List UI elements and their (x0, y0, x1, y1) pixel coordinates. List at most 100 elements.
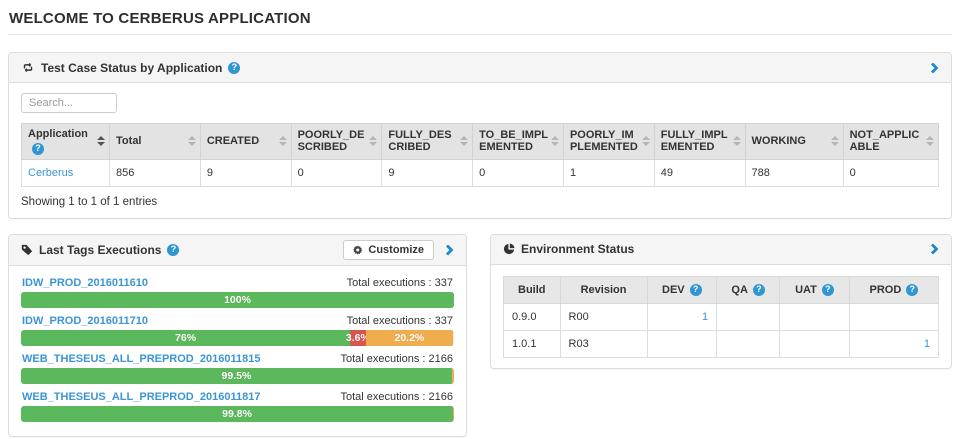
progress-segment-ok[interactable]: 99.5% (21, 367, 452, 384)
environment-status-title: Environment Status (521, 242, 635, 256)
customize-button[interactable]: Customize (343, 239, 434, 260)
column-header-poorly-implemented[interactable]: POORLY_IMPLEMENTED (562, 123, 655, 160)
progress-segment-warning[interactable] (453, 405, 454, 422)
uat-count-cell (779, 302, 850, 331)
tag-progress-bar: 76% 3.6% 20.2% (21, 329, 454, 346)
column-header-fully-described[interactable]: FULLY_DESCRIBED (381, 123, 474, 160)
column-header-build: Build (503, 275, 561, 304)
tag-execution-item: WEB_THESEUS_ALL_PREPROD_2016011817 Total… (21, 391, 454, 422)
sort-icon (732, 136, 741, 147)
environment-status-body: Build Revision DEV? QA? UAT? PROD? 0.9.0… (491, 265, 951, 368)
page-title: WELCOME TO CERBERUS APPLICATION (9, 10, 311, 27)
chevron-right-icon[interactable] (927, 243, 939, 255)
tag-link[interactable]: WEB_THESEUS_ALL_PREPROD_2016011817 (22, 390, 261, 403)
column-header-total[interactable]: Total (109, 123, 201, 160)
env-count-link[interactable]: 1 (702, 310, 709, 323)
question-circle-icon[interactable]: ? (32, 142, 44, 155)
total-cell: 856 (109, 158, 201, 187)
poorly-implemented-cell: 1 (562, 158, 655, 187)
total-executions-label: Total executions : 2166 (340, 390, 453, 403)
application-link[interactable]: Cerberus (28, 166, 74, 179)
environment-status-table: Build Revision DEV? QA? UAT? PROD? 0.9.0… (503, 275, 940, 358)
search-input[interactable] (21, 93, 117, 113)
tag-link[interactable]: WEB_THESEUS_ALL_PREPROD_2016011815 (22, 352, 261, 365)
working-cell: 788 (744, 158, 844, 187)
prod-count-cell: 1 (848, 329, 940, 358)
fully-implemented-cell: 49 (653, 158, 746, 187)
last-tags-executions-body: IDW_PROD_2016011610 Total executions : 3… (9, 266, 466, 436)
test-case-status-table: Application ? Total CREATED POORLY_DESCR… (20, 123, 940, 187)
sort-icon (187, 136, 196, 147)
progress-segment-ko[interactable]: 3.6% (345, 329, 370, 346)
gear-icon (353, 244, 363, 255)
revision-cell: R00 (559, 302, 648, 331)
total-executions-label: Total executions : 337 (346, 276, 453, 289)
tag-progress-bar: 99.8% (21, 405, 454, 422)
sort-icon (550, 136, 559, 147)
column-header-revision: Revision (559, 275, 648, 304)
env-count-link[interactable]: 1 (923, 337, 930, 350)
sort-icon (460, 136, 469, 147)
env-table-row: 1.0.1 R03 1 (503, 329, 940, 358)
column-header-poorly-described[interactable]: POORLY_DESCRIBED (290, 123, 383, 160)
question-circle-icon[interactable]: ? (689, 283, 702, 296)
uat-count-cell (779, 329, 850, 358)
tag-icon (21, 244, 33, 256)
env-table-row: 0.9.0 R00 1 (503, 302, 940, 331)
question-circle-icon[interactable]: ? (752, 283, 765, 296)
column-header-fully-implemented[interactable]: FULLY_IMPLEMENTED (653, 123, 746, 160)
column-header-application[interactable]: Application ? (20, 123, 111, 160)
sort-icon (926, 136, 934, 147)
sort-icon (369, 136, 378, 147)
to-be-implemented-cell: 0 (472, 158, 564, 187)
progress-segment-ok[interactable]: 99.8% (21, 405, 454, 422)
fully-described-cell: 9 (381, 158, 474, 187)
total-executions-label: Total executions : 337 (346, 314, 453, 327)
build-cell: 1.0.1 (503, 329, 561, 358)
chevron-right-icon[interactable] (927, 61, 939, 74)
qa-count-cell (716, 329, 781, 358)
title-divider (8, 34, 952, 35)
env-table-header-row: Build Revision DEV? QA? UAT? PROD? (503, 275, 940, 304)
column-header-to-be-implemented[interactable]: TO_BE_IMPLEMENTED (472, 123, 564, 160)
question-circle-icon[interactable]: ? (167, 243, 180, 256)
table-header-row: Application ? Total CREATED POORLY_DESCR… (20, 123, 940, 160)
column-header-not-applicable[interactable]: NOT_APPLICABLE (842, 123, 940, 160)
retweet-icon (21, 62, 35, 73)
customize-button-label: Customize (368, 243, 424, 256)
progress-segment-warning[interactable] (451, 367, 454, 384)
column-header-qa: QA? (716, 275, 781, 304)
sort-icon (830, 136, 839, 147)
table-info-text: Showing 1 to 1 of 1 entries (21, 195, 158, 208)
chevron-right-icon[interactable] (442, 243, 454, 256)
environment-status-header: Environment Status (491, 234, 951, 265)
tag-progress-bar: 100% (21, 291, 454, 308)
last-tags-executions-header: Last Tags Executions ? Customize (9, 234, 466, 266)
test-case-status-panel: Test Case Status by Application ? Applic… (8, 52, 952, 219)
tag-link[interactable]: IDW_PROD_2016011710 (22, 314, 148, 327)
question-circle-icon[interactable]: ? (228, 61, 241, 74)
progress-segment-ok[interactable]: 100% (21, 291, 454, 308)
pie-chart-icon (503, 243, 515, 255)
poorly-described-cell: 0 (290, 158, 383, 187)
sort-icon (97, 136, 106, 147)
prod-count-cell (848, 302, 940, 331)
application-cell: Cerberus (20, 158, 111, 187)
progress-segment-warning[interactable]: 20.2% (365, 329, 454, 346)
sort-icon (278, 136, 287, 147)
tag-execution-item: WEB_THESEUS_ALL_PREPROD_2016011815 Total… (21, 353, 454, 384)
question-circle-icon[interactable]: ? (906, 283, 919, 296)
column-header-created[interactable]: CREATED (199, 123, 292, 160)
table-row: Cerberus 856 9 0 9 0 1 49 788 0 (20, 158, 940, 187)
qa-count-cell (716, 302, 781, 331)
tag-execution-item: IDW_PROD_2016011710 Total executions : 3… (21, 315, 454, 346)
column-header-working[interactable]: WORKING (744, 123, 844, 160)
tag-execution-item: IDW_PROD_2016011610 Total executions : 3… (21, 277, 454, 308)
column-header-dev: DEV? (646, 275, 718, 304)
revision-cell: R03 (559, 329, 648, 358)
dev-count-cell: 1 (646, 302, 718, 331)
progress-segment-ok[interactable]: 76% (21, 329, 351, 346)
question-circle-icon[interactable]: ? (821, 283, 834, 296)
tag-link[interactable]: IDW_PROD_2016011610 (22, 276, 148, 289)
